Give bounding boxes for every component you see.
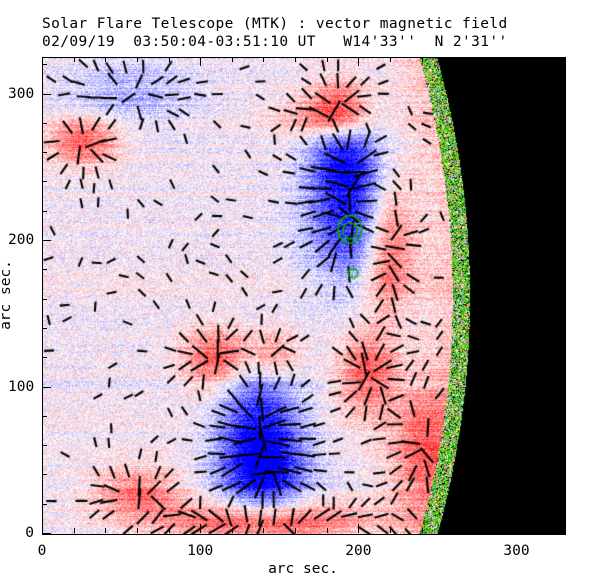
axis-tick <box>42 357 47 358</box>
axis-tick <box>390 57 391 62</box>
axis-tick <box>485 528 486 533</box>
axis-tick <box>517 524 518 533</box>
axis-tick <box>42 416 47 417</box>
axis-tick <box>559 474 564 475</box>
figure-title: Solar Flare Telescope (MTK) : vector mag… <box>42 16 508 32</box>
axis-tick <box>42 152 47 153</box>
axis-tick <box>42 504 47 505</box>
axis-tick <box>548 528 549 533</box>
axis-tick <box>42 240 51 241</box>
axis-tick <box>42 123 47 124</box>
axis-tick <box>485 57 486 62</box>
axis-tick <box>295 528 296 533</box>
y-axis-title: arc sec. <box>0 260 14 330</box>
axis-tick <box>42 94 51 95</box>
y-tick-label: 300 <box>8 85 35 102</box>
axis-tick <box>137 528 138 533</box>
axis-tick <box>169 57 170 62</box>
magnetogram-image-area <box>43 58 565 534</box>
axis-tick <box>358 524 359 533</box>
y-tick-label: 200 <box>8 232 35 249</box>
axis-tick <box>390 528 391 533</box>
axis-tick <box>200 524 201 533</box>
axis-tick <box>42 299 47 300</box>
axis-tick <box>42 445 47 446</box>
magnetogram-plot-frame <box>42 57 566 535</box>
axis-tick <box>327 528 328 533</box>
magnetogram-canvas <box>43 58 565 534</box>
axis-tick <box>42 269 47 270</box>
axis-tick <box>105 57 106 62</box>
axis-tick <box>74 57 75 62</box>
axis-tick <box>559 181 564 182</box>
x-tick-label: 300 <box>503 543 530 559</box>
axis-tick <box>358 57 359 66</box>
axis-tick <box>42 474 47 475</box>
axis-tick <box>555 94 564 95</box>
axis-tick <box>42 64 47 65</box>
axis-tick <box>327 57 328 62</box>
axis-tick <box>422 528 423 533</box>
x-tick-label: 200 <box>345 543 372 559</box>
x-tick-label: 100 <box>187 543 214 559</box>
axis-tick <box>42 57 43 66</box>
axis-tick <box>559 211 564 212</box>
axis-tick <box>42 387 51 388</box>
axis-tick <box>42 181 47 182</box>
axis-tick <box>42 328 47 329</box>
axis-tick <box>555 533 564 534</box>
axis-tick <box>263 528 264 533</box>
y-tick-label: 0 <box>25 525 34 541</box>
axis-tick <box>232 57 233 62</box>
axis-tick <box>42 533 51 534</box>
x-tick-label: 0 <box>37 543 47 559</box>
axis-tick <box>555 387 564 388</box>
axis-tick <box>559 445 564 446</box>
axis-tick <box>548 57 549 62</box>
axis-tick <box>263 57 264 62</box>
axis-tick <box>42 211 47 212</box>
axis-tick <box>453 57 454 62</box>
axis-tick <box>517 57 518 66</box>
axis-tick <box>295 57 296 62</box>
figure-subtitle: 02/09/19 03:50:04-03:51:10 UT W14'33'' N… <box>42 34 508 50</box>
axis-tick <box>559 64 564 65</box>
axis-tick <box>232 528 233 533</box>
axis-tick <box>555 240 564 241</box>
x-axis-title: arc sec. <box>268 561 338 577</box>
axis-tick <box>453 528 454 533</box>
axis-tick <box>559 504 564 505</box>
axis-tick <box>559 416 564 417</box>
axis-tick <box>169 528 170 533</box>
y-tick-label: 100 <box>8 378 35 395</box>
axis-tick <box>42 524 43 533</box>
axis-tick <box>559 299 564 300</box>
axis-tick <box>559 123 564 124</box>
axis-tick <box>105 528 106 533</box>
axis-tick <box>137 57 138 62</box>
axis-tick <box>422 57 423 62</box>
axis-tick <box>74 528 75 533</box>
axis-tick <box>559 328 564 329</box>
axis-tick <box>200 57 201 66</box>
axis-tick <box>559 152 564 153</box>
axis-tick <box>559 269 564 270</box>
axis-tick <box>559 357 564 358</box>
